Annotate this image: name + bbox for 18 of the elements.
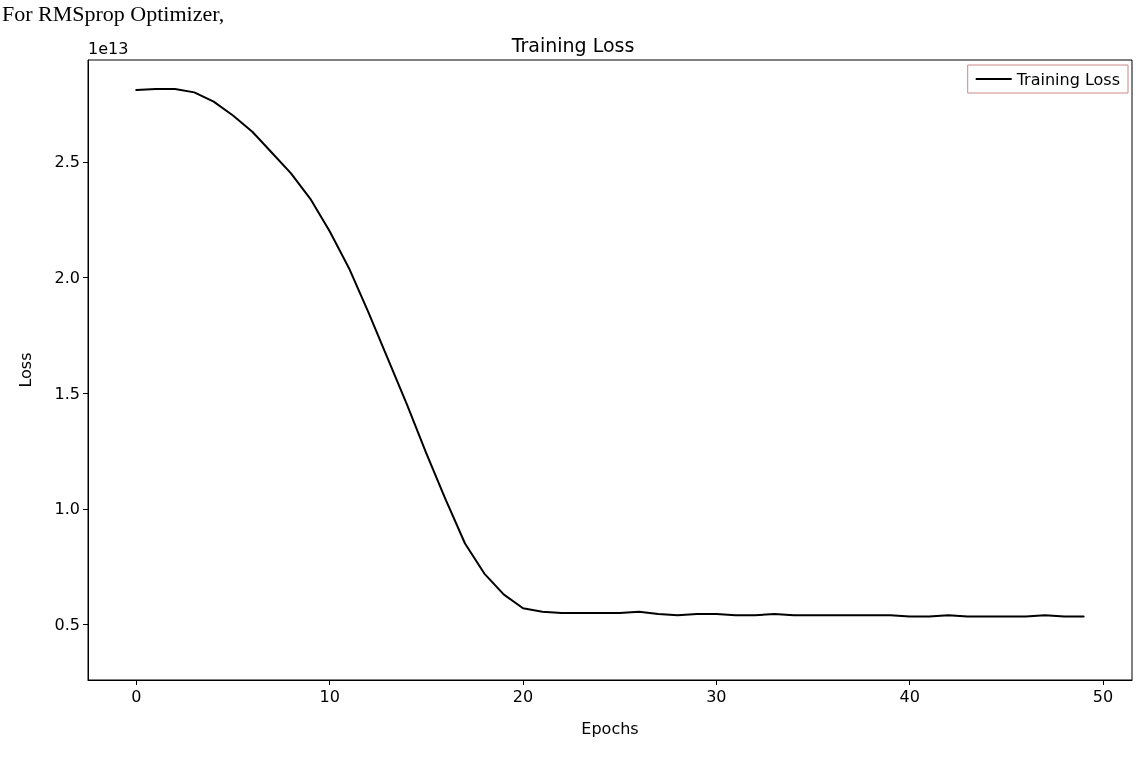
legend-label: Training Loss [1015,69,1120,89]
x-tick-label: 40 [899,686,920,706]
y-tick-label: 0.5 [54,614,80,634]
x-tick-label: 50 [1092,686,1114,706]
x-tick-label: 20 [512,686,534,706]
x-axis-title: Epochs [581,718,639,738]
line-series [135,87,1085,618]
x-tick-label: 0 [131,686,142,706]
y-axis-title: Loss [15,352,35,388]
x-tick-label: 30 [706,686,727,706]
y-tick-label: 1.0 [54,499,80,519]
y-tick-label: 2.5 [54,152,80,172]
text: 1e13 [88,38,129,58]
y-tick-label: 2.0 [54,267,80,287]
x-tick-label: 10 [319,686,340,706]
y-tick-label: 1.5 [54,383,80,403]
chart-title: Training Loss [510,33,635,56]
text: For RMSprop Optimizer, [2,0,225,26]
